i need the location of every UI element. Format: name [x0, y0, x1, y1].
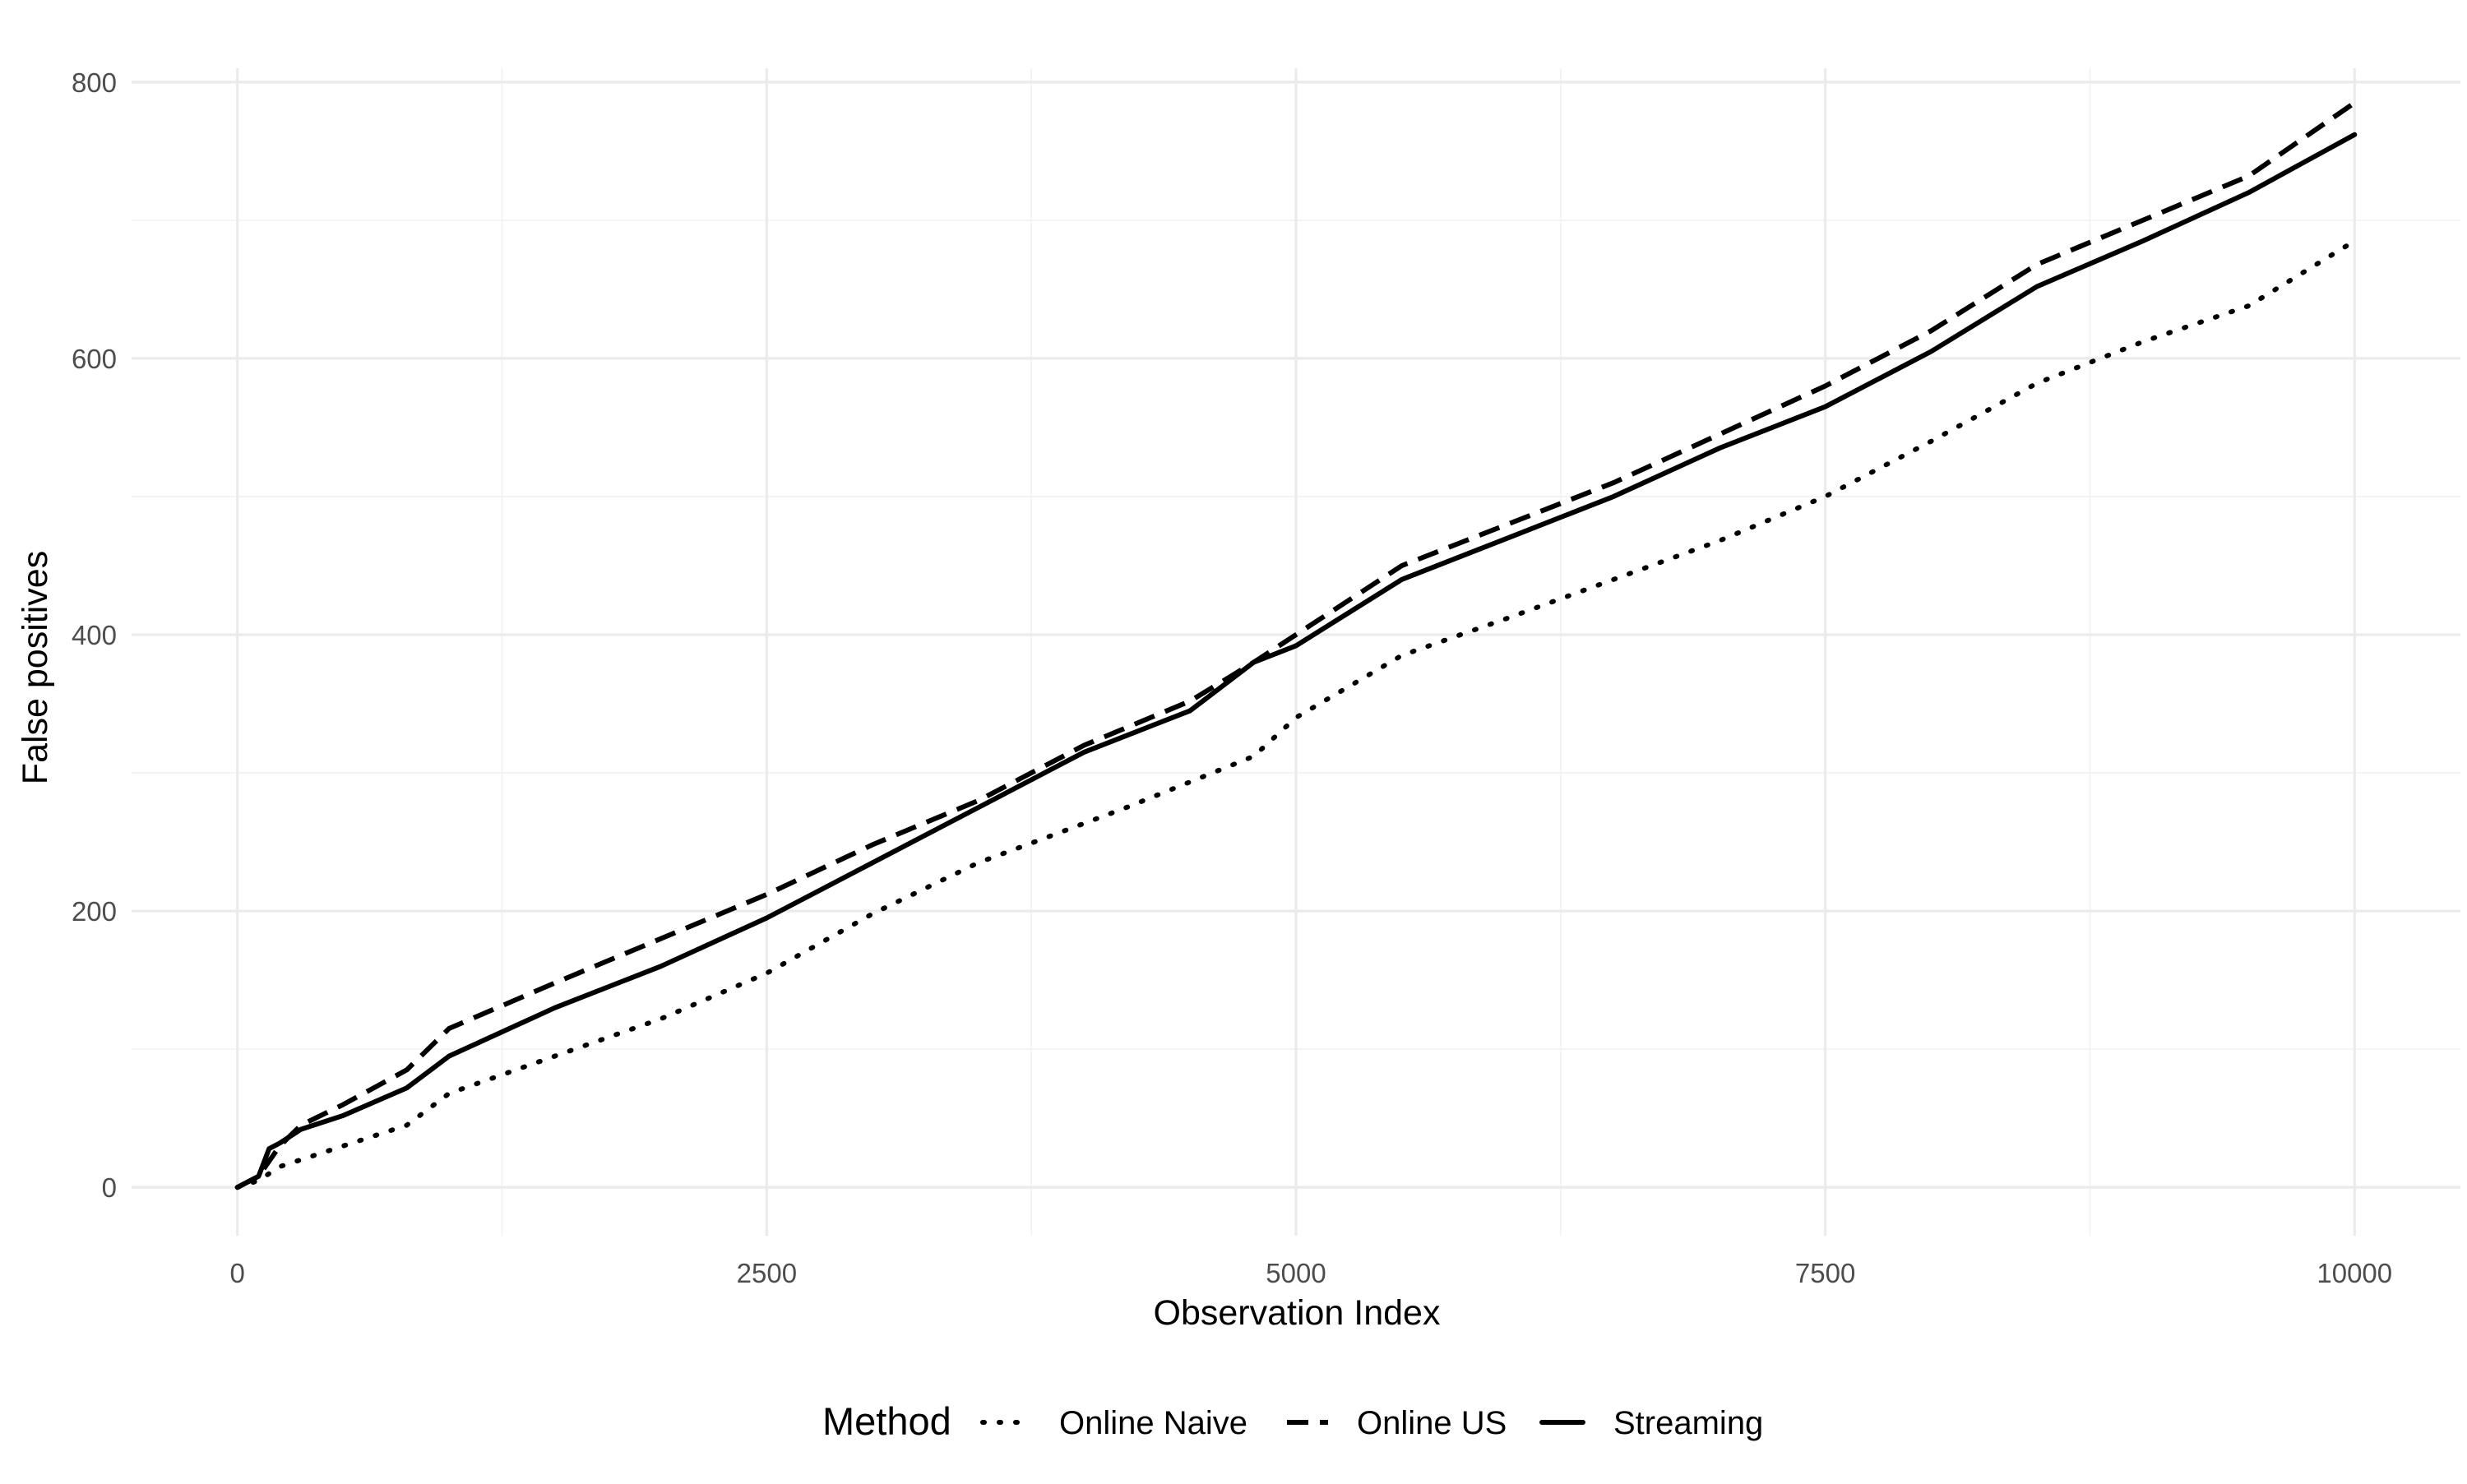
legend-label: Online US: [1357, 1405, 1507, 1441]
y-tick-label: 800: [72, 67, 117, 98]
x-axis-title: Observation Index: [1154, 1293, 1441, 1333]
series-lines: [234, 100, 2358, 1190]
x-tick-label: 10000: [2317, 1258, 2392, 1288]
legend-label: Streaming: [1613, 1405, 1763, 1441]
x-tick-label: 5000: [1266, 1258, 1326, 1288]
y-axis-title: False positives: [16, 551, 55, 784]
y-tick-label: 400: [72, 620, 117, 650]
tick-labels: 0 2500 5000 7500 10000 0 200 400 600 800: [72, 67, 2392, 1288]
legend: Method Online Naive Online US Streaming: [822, 1399, 1763, 1443]
series-line-streaming: [234, 132, 2358, 1190]
x-tick-label: 2500: [737, 1258, 797, 1288]
legend-title: Method: [822, 1399, 951, 1443]
gridlines: [132, 68, 2460, 1236]
series-line-online-naive: [234, 238, 2358, 1190]
y-tick-label: 200: [72, 896, 117, 927]
x-tick-label: 7500: [1795, 1258, 1855, 1288]
y-tick-label: 600: [72, 344, 117, 374]
y-tick-label: 0: [102, 1172, 117, 1203]
x-tick-label: 0: [230, 1258, 245, 1288]
legend-label: Online Naive: [1059, 1405, 1247, 1441]
series-line-online-us: [236, 100, 2357, 1190]
